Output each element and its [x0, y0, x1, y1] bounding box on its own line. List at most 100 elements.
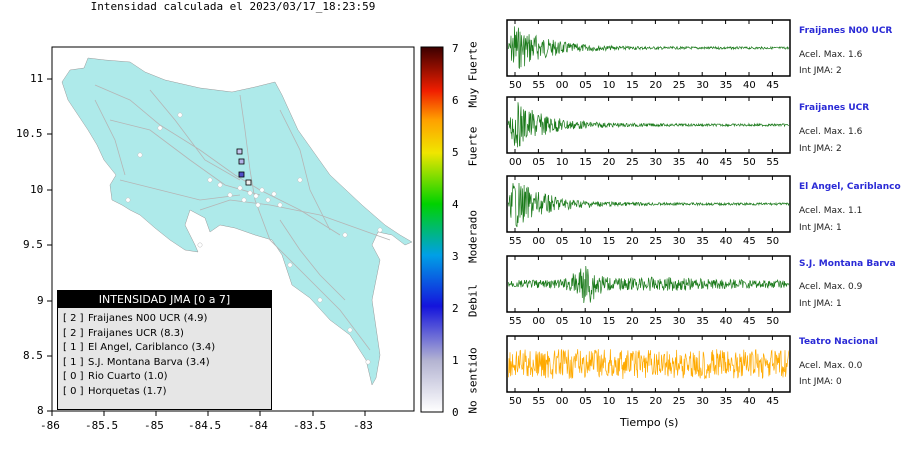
- time-tick-label: 45: [766, 396, 780, 407]
- time-tick-label: 00: [532, 236, 546, 247]
- time-tick-label: 50: [766, 236, 780, 247]
- map-axis-ticks: [47, 78, 366, 416]
- seismogram-waveform: [507, 102, 790, 148]
- time-tick-label: 30: [672, 316, 686, 327]
- time-tick-label: 45: [743, 316, 756, 327]
- scale-level: 3: [452, 250, 459, 263]
- time-tick-label: 45: [743, 236, 756, 247]
- trace-jma: Int JMA: 0: [799, 377, 842, 387]
- legend-row: [ 2 ] Fraijanes UCR (8.3): [63, 327, 184, 339]
- time-tick-label: 10: [602, 80, 616, 91]
- town-points: [125, 112, 383, 365]
- lon-tick: -84.5: [188, 419, 222, 432]
- time-tick-label: 25: [649, 316, 663, 327]
- trace-station-name: Fraijanes N00 UCR: [799, 26, 893, 36]
- trace-station-name: Fraijanes UCR: [799, 103, 870, 113]
- time-tick-label: 15: [602, 236, 616, 247]
- seismogram-waveform: [507, 26, 790, 69]
- time-tick-label: 00: [509, 157, 522, 168]
- seismogram-waveform: [507, 182, 790, 228]
- time-tick-label: 15: [579, 157, 592, 168]
- time-tick-label: 50: [766, 316, 780, 327]
- trace-jma: Int JMA: 2: [799, 144, 842, 154]
- lat-tick: 8: [37, 404, 44, 417]
- seismogram-panel: [506, 19, 791, 77]
- lon-tick: -83: [353, 419, 373, 432]
- time-tick-label: 50: [509, 396, 522, 407]
- station-markers: [236, 148, 252, 186]
- trace-accel: Acel. Max. 1.1: [799, 206, 863, 216]
- trace-station-name: El Angel, Cariblanco: [799, 182, 901, 192]
- time-tick-label: 40: [743, 396, 756, 407]
- time-tick-label: 05: [579, 80, 592, 91]
- time-tick-label: 20: [602, 157, 616, 168]
- time-tick-label: 10: [555, 157, 569, 168]
- scale-level: 4: [452, 198, 459, 211]
- scale-level: 7: [452, 42, 459, 55]
- time-tick-label: 00: [532, 316, 546, 327]
- time-tick-label: 45: [766, 80, 780, 91]
- time-tick-label: 25: [672, 80, 686, 91]
- trace-accel: Acel. Max. 0.0: [799, 361, 863, 371]
- map-title: Intensidad calculada el 2023/03/17_18:23…: [90, 0, 376, 13]
- lat-tick: 9.5: [23, 238, 43, 251]
- time-tick-label: 40: [743, 80, 756, 91]
- time-axis-label: Tiempo (s): [620, 416, 679, 429]
- seismogram-waveform: [507, 265, 790, 304]
- time-tick-label: 35: [696, 316, 709, 327]
- legend-title: INTENSIDAD JMA [0 a 7]: [58, 291, 271, 308]
- time-tick-label: 55: [532, 80, 546, 91]
- scale-level: 6: [452, 94, 459, 107]
- time-tick-label: 40: [719, 236, 733, 247]
- time-tick-label: 55: [509, 236, 522, 247]
- seismogram-waveform: [507, 349, 790, 380]
- legend-row: [ 0 ] Rio Cuarto (1.0): [63, 371, 168, 382]
- legend-row: [ 1 ] S.J. Montana Barva (3.4): [63, 356, 210, 368]
- trace-accel: Acel. Max. 0.9: [799, 282, 863, 292]
- lon-tick: -83.5: [293, 419, 327, 432]
- station-marker-horquetas: [245, 179, 252, 186]
- intensity-legend: INTENSIDAD JMA [0 a 7] [ 2 ] Fraijanes N0…: [57, 290, 272, 410]
- time-tick-label: 15: [626, 80, 639, 91]
- station-marker-cariblanco: [238, 158, 245, 165]
- time-tick-label: 10: [579, 236, 592, 247]
- lat-tick: 8.5: [23, 349, 43, 362]
- lon-tick: -84: [248, 419, 268, 432]
- lon-tick: -86: [40, 419, 60, 432]
- lat-tick: 10.5: [16, 127, 43, 140]
- time-tick-label: 20: [626, 236, 639, 247]
- lon-tick: -85.5: [85, 419, 119, 432]
- time-tick-label: 00: [555, 80, 569, 91]
- time-tick-label: 00: [555, 396, 569, 407]
- time-tick-label: 20: [626, 316, 639, 327]
- time-tick-label: 45: [719, 157, 733, 168]
- lat-tick: 9: [37, 294, 44, 307]
- trace-jma: Int JMA: 1: [799, 223, 842, 233]
- time-tick-label: 25: [626, 157, 639, 168]
- lat-tick: 11: [30, 72, 44, 85]
- station-marker-rio-cuarto: [236, 148, 243, 155]
- time-tick-label: 05: [532, 157, 546, 168]
- legend-row: [ 2 ] Fraijanes N00 UCR (4.9): [63, 313, 208, 324]
- time-tick-label: 30: [649, 157, 663, 168]
- time-tick-label: 40: [696, 157, 709, 168]
- costa-rica-land: [61, 57, 413, 386]
- trace-accel: Acel. Max. 1.6: [799, 127, 863, 137]
- time-tick-label: 05: [555, 236, 569, 247]
- time-tick-label: 55: [766, 157, 780, 168]
- time-tick-label: 35: [719, 396, 733, 407]
- scale-level: 0: [452, 406, 459, 419]
- station-marker-fraijanes: [238, 171, 245, 178]
- time-tick-label: 30: [672, 236, 686, 247]
- time-tick-label: 40: [719, 316, 733, 327]
- time-tick-label: 30: [696, 396, 709, 407]
- trace-accel: Acel. Max. 1.6: [799, 50, 863, 60]
- trace-station-name: Teatro Nacional: [799, 337, 878, 347]
- time-tick-label: 35: [696, 236, 709, 247]
- legend-row: [ 0 ] Horquetas (1.7): [63, 385, 167, 397]
- time-tick-label: 35: [672, 157, 686, 168]
- time-tick-label: 55: [532, 396, 546, 407]
- scale-level: 1: [452, 354, 459, 367]
- time-tick-label: 10: [602, 396, 616, 407]
